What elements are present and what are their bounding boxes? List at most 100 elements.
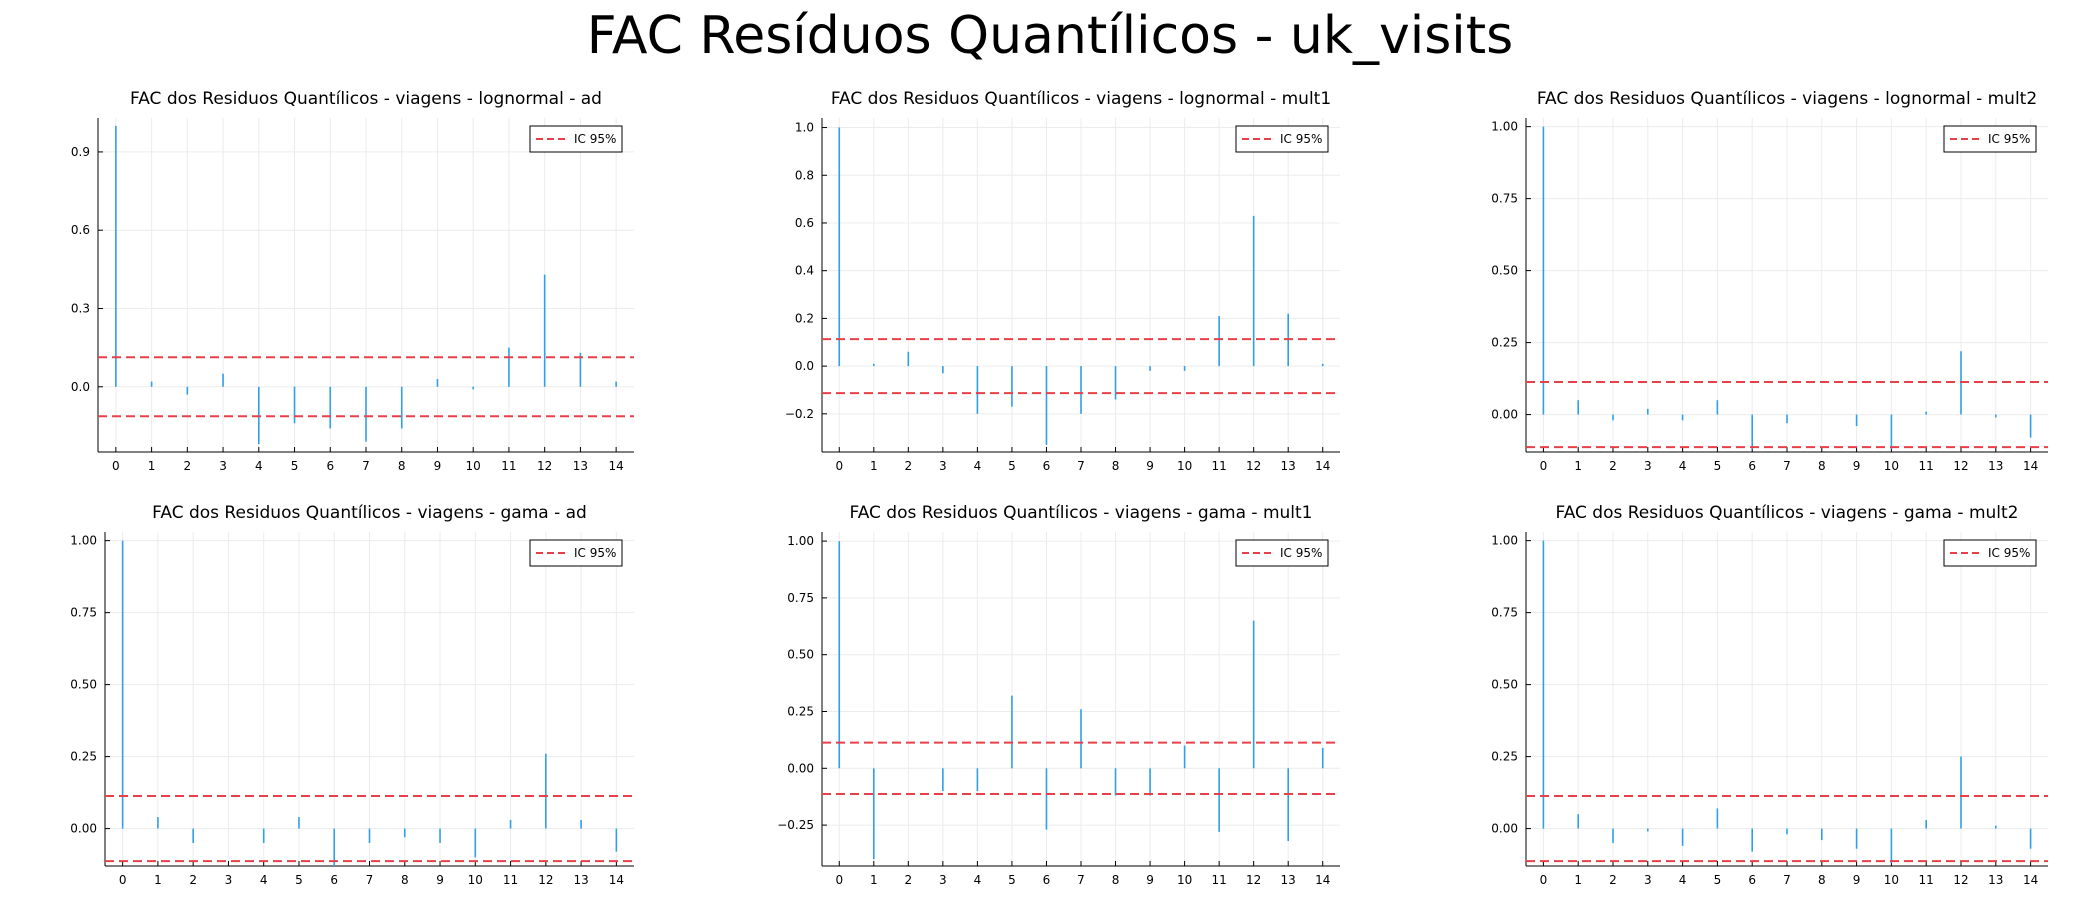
y-tick-label: 0.8 <box>795 168 814 182</box>
x-tick-label: 2 <box>1609 459 1617 473</box>
y-tick-label: 0.4 <box>795 264 814 278</box>
y-tick-label: 1.00 <box>787 534 814 548</box>
legend: IC 95% <box>1943 125 2037 153</box>
y-tick-label: 0.25 <box>1491 750 1518 764</box>
x-tick-label: 0 <box>119 873 127 887</box>
x-tick-label: 11 <box>501 459 516 473</box>
x-tick-label: 13 <box>573 873 588 887</box>
legend-box <box>529 539 623 567</box>
subplot-6: FAC dos Residuos Quantílicos - viagens -… <box>1491 503 2048 887</box>
subplot-3: FAC dos Residuos Quantílicos - viagens -… <box>1491 89 2048 473</box>
subplot-title: FAC dos Residuos Quantílicos - viagens -… <box>1555 503 2018 523</box>
subplot-title: FAC dos Residuos Quantílicos - viagens -… <box>831 89 1331 109</box>
x-tick-label: 10 <box>468 873 483 887</box>
x-tick-label: 2 <box>905 873 913 887</box>
y-tick-label: 0.3 <box>71 301 90 315</box>
x-tick-label: 9 <box>434 459 442 473</box>
y-tick-label: 0.9 <box>71 145 90 159</box>
x-tick-label: 14 <box>1315 459 1330 473</box>
legend: IC 95% <box>529 125 623 153</box>
x-tick-label: 6 <box>1748 873 1756 887</box>
x-tick-label: 0 <box>112 459 120 473</box>
subplot-2: FAC dos Residuos Quantílicos - viagens -… <box>785 89 1340 473</box>
y-tick-label: 0.50 <box>1491 264 1518 278</box>
x-tick-label: 4 <box>260 873 268 887</box>
x-tick-label: 12 <box>1953 459 1968 473</box>
x-tick-label: 8 <box>1112 873 1120 887</box>
x-tick-label: 2 <box>905 459 913 473</box>
x-tick-label: 0 <box>835 873 843 887</box>
legend-label: IC 95% <box>574 546 616 560</box>
x-tick-label: 14 <box>609 873 624 887</box>
x-tick-label: 1 <box>1574 459 1582 473</box>
x-tick-label: 11 <box>1919 459 1934 473</box>
legend-label: IC 95% <box>1988 546 2030 560</box>
x-tick-label: 7 <box>362 459 370 473</box>
x-tick-label: 14 <box>608 459 623 473</box>
x-tick-label: 13 <box>573 459 588 473</box>
y-tick-label: 0.75 <box>70 606 97 620</box>
x-tick-label: 9 <box>1853 459 1861 473</box>
y-tick-label: 0.00 <box>787 761 814 775</box>
legend-box <box>1943 125 2037 153</box>
y-tick-label: 0.50 <box>1491 678 1518 692</box>
x-tick-label: 4 <box>974 873 982 887</box>
subplot-title: FAC dos Residuos Quantílicos - viagens -… <box>130 89 602 109</box>
legend: IC 95% <box>1235 539 1329 567</box>
x-tick-label: 12 <box>537 459 552 473</box>
y-tick-label: 0.25 <box>787 704 814 718</box>
x-tick-label: 10 <box>466 459 481 473</box>
x-tick-label: 13 <box>1988 873 2003 887</box>
x-tick-label: 7 <box>1783 873 1791 887</box>
subplot-5: FAC dos Residuos Quantílicos - viagens -… <box>777 503 1340 887</box>
x-tick-label: 6 <box>1043 873 1051 887</box>
x-tick-label: 7 <box>1783 459 1791 473</box>
x-tick-label: 5 <box>1008 459 1016 473</box>
x-tick-label: 6 <box>1043 459 1051 473</box>
y-tick-label: 0.0 <box>795 359 814 373</box>
y-tick-label: 1.00 <box>70 534 97 548</box>
legend-label: IC 95% <box>574 132 616 146</box>
y-tick-label: 0.00 <box>70 822 97 836</box>
x-tick-label: 8 <box>1818 459 1826 473</box>
x-tick-label: 8 <box>398 459 406 473</box>
y-tick-label: 0.50 <box>70 678 97 692</box>
y-tick-label: 0.75 <box>1491 606 1518 620</box>
y-tick-label: 0.75 <box>1491 192 1518 206</box>
x-tick-label: 3 <box>939 873 947 887</box>
x-tick-label: 5 <box>291 459 299 473</box>
figure-title: FAC Resíduos Quantílicos - uk_visits <box>586 6 1514 66</box>
y-tick-label: 1.00 <box>1491 120 1518 134</box>
x-tick-label: 5 <box>1714 873 1722 887</box>
x-tick-label: 13 <box>1988 459 2003 473</box>
x-tick-label: 1 <box>154 873 162 887</box>
x-tick-label: 4 <box>1679 459 1687 473</box>
y-tick-label: 1.00 <box>1491 534 1518 548</box>
x-tick-label: 7 <box>1077 873 1085 887</box>
x-tick-label: 6 <box>1748 459 1756 473</box>
legend-label: IC 95% <box>1280 132 1322 146</box>
x-tick-label: 11 <box>1211 873 1226 887</box>
x-tick-label: 2 <box>1609 873 1617 887</box>
x-tick-label: 6 <box>330 873 338 887</box>
x-tick-label: 11 <box>1919 873 1934 887</box>
x-tick-label: 1 <box>1574 873 1582 887</box>
x-tick-label: 6 <box>326 459 334 473</box>
x-tick-label: 1 <box>870 459 878 473</box>
legend-label: IC 95% <box>1988 132 2030 146</box>
x-tick-label: 8 <box>1818 873 1826 887</box>
subplot-title: FAC dos Residuos Quantílicos - viagens -… <box>1537 89 2037 109</box>
y-tick-label: 0.0 <box>71 380 90 394</box>
legend: IC 95% <box>1235 125 1329 153</box>
x-tick-label: 3 <box>1644 873 1652 887</box>
x-tick-label: 5 <box>1008 873 1016 887</box>
x-tick-label: 9 <box>1146 459 1154 473</box>
x-tick-label: 14 <box>2023 873 2038 887</box>
y-tick-label: 0.25 <box>1491 336 1518 350</box>
x-tick-label: 7 <box>366 873 374 887</box>
y-tick-label: 0.6 <box>795 216 814 230</box>
x-tick-label: 12 <box>1246 873 1261 887</box>
y-tick-label: −0.25 <box>777 818 814 832</box>
x-tick-label: 10 <box>1884 873 1899 887</box>
